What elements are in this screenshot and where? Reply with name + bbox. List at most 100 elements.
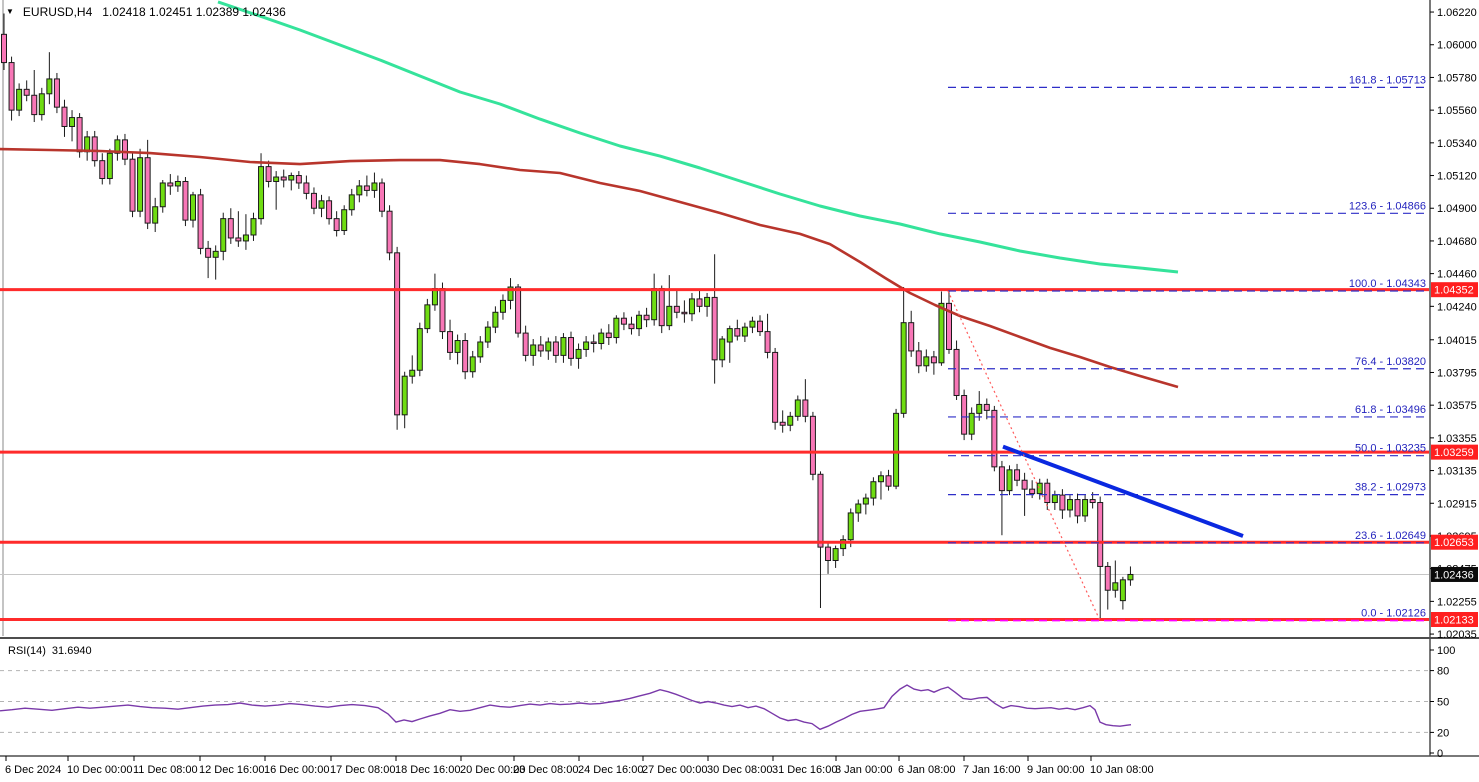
candle-body (1112, 582, 1119, 591)
candlestick-series (1, 13, 1134, 620)
candle-body (522, 332, 529, 356)
fib-level-label: 100.0 - 1.04343 (1349, 278, 1426, 290)
horizontal-lines[interactable] (0, 288, 1429, 622)
symbol-label: EURUSD,H4 (22, 5, 93, 19)
time-axis-label: 11 Dec 08:00 (133, 764, 198, 776)
rsi-scale-label: 50 (1437, 697, 1449, 709)
price-axis-label: 1.06220 (1437, 7, 1477, 19)
time-axis-label: 3 Jan 00:00 (835, 764, 893, 776)
candle-body (870, 481, 877, 499)
rsi-line[interactable] (0, 684, 1132, 731)
candle-body (1082, 499, 1089, 517)
candle-body (401, 375, 408, 416)
fib-level-label: 0.0 - 1.02126 (1361, 608, 1426, 620)
current-price-badge (1431, 566, 1478, 582)
candle-body (220, 218, 227, 252)
time-axis-label: 9 Jan 00:00 (1027, 764, 1085, 776)
current-price-badge-text: 1.02436 (1434, 569, 1474, 581)
candle-body (250, 218, 257, 236)
fib-level-label: 38.2 - 1.02973 (1355, 482, 1426, 494)
candle-body (273, 176, 280, 182)
candle-body (568, 337, 574, 359)
candle-body (454, 340, 461, 353)
candle-body (998, 466, 1005, 492)
time-axis-label: 17 Dec 08:00 (330, 764, 395, 776)
price-level-badge (1431, 534, 1478, 550)
candle-body (258, 166, 265, 220)
candle-body (628, 323, 635, 330)
rsi-indicator-label: RSI(14) 31.6940 (8, 645, 92, 657)
candle-body (1089, 499, 1096, 504)
candle-body (371, 182, 378, 191)
candle-body (235, 237, 242, 242)
candle-body (802, 399, 809, 417)
fibonacci-retracement[interactable]: 161.8 - 1.05713 123.6 - 1.04866 100.0 - 1.… (948, 74, 1429, 622)
rsi-scale-label: 80 (1437, 666, 1449, 678)
candle-body (666, 305, 673, 327)
candle-body (908, 322, 915, 352)
price-axis-label: 1.04015 (1437, 335, 1477, 347)
descending-trendline-blue[interactable] (1002, 444, 1244, 538)
price-axis-label: 1.04680 (1437, 236, 1477, 248)
candle-body (1021, 479, 1028, 490)
candle-body (348, 194, 355, 211)
ma-green-line[interactable] (217, 0, 1179, 274)
candle-body (8, 62, 15, 111)
candle-body (69, 117, 76, 127)
candle-body (394, 252, 401, 416)
descending-trendline-red-dotted[interactable] (947, 290, 1101, 621)
candle-body (938, 302, 945, 364)
candle-body (106, 152, 113, 180)
candle-body (469, 356, 476, 373)
candle-body (121, 139, 128, 160)
candle-body (681, 311, 688, 315)
candle-body (673, 305, 680, 313)
rsi-scale[interactable]: 100 80 50 20 0 (1430, 645, 1455, 760)
candle-body (318, 200, 325, 209)
price-level-badge (1431, 282, 1478, 298)
candle-body (726, 328, 733, 343)
candle-body (893, 412, 900, 487)
rsi-name: RSI(14) (8, 645, 46, 657)
candle-body (749, 320, 756, 328)
time-axis-label: 6 Jan 08:00 (898, 764, 956, 776)
price-axis[interactable]: 1.06220 1.06000 1.05780 1.05560 1.05340 1.051… (1430, 7, 1478, 641)
candle-body (961, 395, 968, 435)
candle-body (605, 332, 612, 339)
candle-body (363, 185, 370, 191)
ma-red-line[interactable] (0, 147, 1179, 389)
price-axis-label: 1.02915 (1437, 498, 1477, 510)
candle-body (53, 78, 60, 108)
time-axis[interactable]: 6 Dec 2024 10 Dec 00:00 11 Dec 08:00 12 Dec… (5, 756, 1154, 776)
symbol-dropdown-icon[interactable]: ▼ (6, 7, 14, 16)
candle-body (76, 117, 83, 153)
candle-body (333, 218, 340, 232)
candle-body (1104, 565, 1111, 591)
candle-body (91, 136, 98, 162)
price-axis-label: 1.02035 (1437, 629, 1477, 641)
candle-body (310, 192, 317, 209)
candle-body (137, 157, 144, 212)
chart-title: ▼ EURUSD,H4 1.02418 1.02451 1.02389 1.0243… (6, 5, 286, 19)
candle-body (719, 338, 726, 361)
candle-body (530, 344, 537, 356)
candle-body (492, 311, 499, 328)
candle-body (1029, 488, 1036, 495)
candle-body (923, 356, 930, 367)
candle-body (99, 160, 106, 180)
candle-body (877, 475, 884, 483)
candle-body (809, 415, 816, 475)
candle-body (144, 157, 151, 224)
fib-level-label: 123.6 - 1.04866 (1349, 200, 1426, 212)
candle-body (242, 234, 249, 242)
candle-body (1044, 482, 1051, 504)
candle-body (598, 332, 605, 344)
candle-body (953, 348, 960, 397)
time-axis-label: 10 Dec 00:00 (67, 764, 132, 776)
price-axis-label: 1.03795 (1437, 367, 1477, 379)
candle-body (583, 341, 590, 350)
candle-body (295, 175, 302, 184)
candle-body (190, 194, 196, 221)
